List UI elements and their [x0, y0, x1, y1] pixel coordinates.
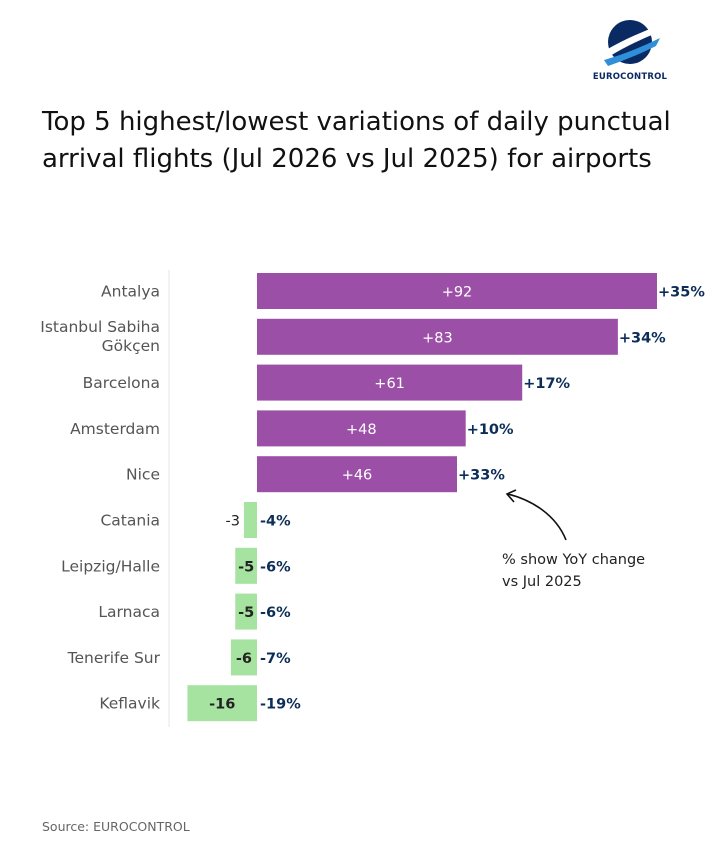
chart-title: Top 5 highest/lowest variations of daily…: [42, 107, 671, 174]
bar: [235, 593, 257, 630]
category-label: Istanbul Sabiha Gökçen: [40, 318, 160, 355]
category-label: Tenerife Sur: [67, 649, 161, 667]
pct-change-label: -19%: [260, 697, 301, 713]
annotation-text: % show YoY change vs Jul 2025: [502, 549, 702, 593]
value-label: +92: [442, 285, 473, 301]
value-label: -6: [236, 651, 252, 667]
bar: [257, 273, 657, 309]
bar: [257, 456, 457, 493]
pct-change-label: +17%: [523, 376, 570, 392]
bar: [257, 364, 523, 401]
category-label: Barcelona: [83, 374, 160, 392]
pct-change-label: +10%: [467, 422, 514, 438]
pct-change-label: -6%: [260, 559, 291, 575]
pct-change-label: -4%: [260, 514, 291, 530]
value-label: -5: [238, 559, 254, 575]
annotation-arrowhead: [505, 489, 517, 503]
annotation-arrow: [507, 493, 567, 541]
bar: [257, 318, 618, 355]
category-label: Keflavik: [99, 695, 160, 713]
category-label: Leipzig/Halle: [61, 557, 160, 575]
pct-change-label: +34%: [619, 330, 666, 346]
eurocontrol-logo-icon: [604, 20, 660, 66]
pct-change-label: +35%: [658, 285, 705, 301]
value-label: -5: [238, 605, 254, 621]
annotation-line-2: vs Jul 2025: [502, 574, 582, 590]
pct-change-label: +33%: [458, 468, 505, 484]
value-label: -16: [209, 697, 235, 713]
source-note: Source: EUROCONTROL: [42, 819, 190, 834]
brand-name: EUROCONTROL: [592, 72, 668, 82]
bar: [235, 547, 257, 584]
category-label: Catania: [100, 512, 160, 530]
category-label: Nice: [126, 466, 160, 484]
category-label: Antalya: [101, 283, 160, 301]
pct-change-label: -7%: [260, 651, 291, 667]
annotation-line-1: % show YoY change: [502, 552, 646, 568]
value-label: -3: [225, 514, 239, 530]
bar: [243, 502, 257, 538]
bar: [257, 410, 466, 447]
value-label: +46: [342, 468, 373, 484]
category-label: Larnaca: [98, 603, 160, 621]
bar: [187, 685, 257, 722]
bar: [230, 639, 257, 676]
value-label: +61: [374, 376, 405, 392]
value-label: +48: [346, 422, 377, 438]
value-label: +83: [422, 330, 453, 346]
category-label: Amsterdam: [70, 420, 160, 438]
pct-change-label: -6%: [260, 605, 291, 621]
